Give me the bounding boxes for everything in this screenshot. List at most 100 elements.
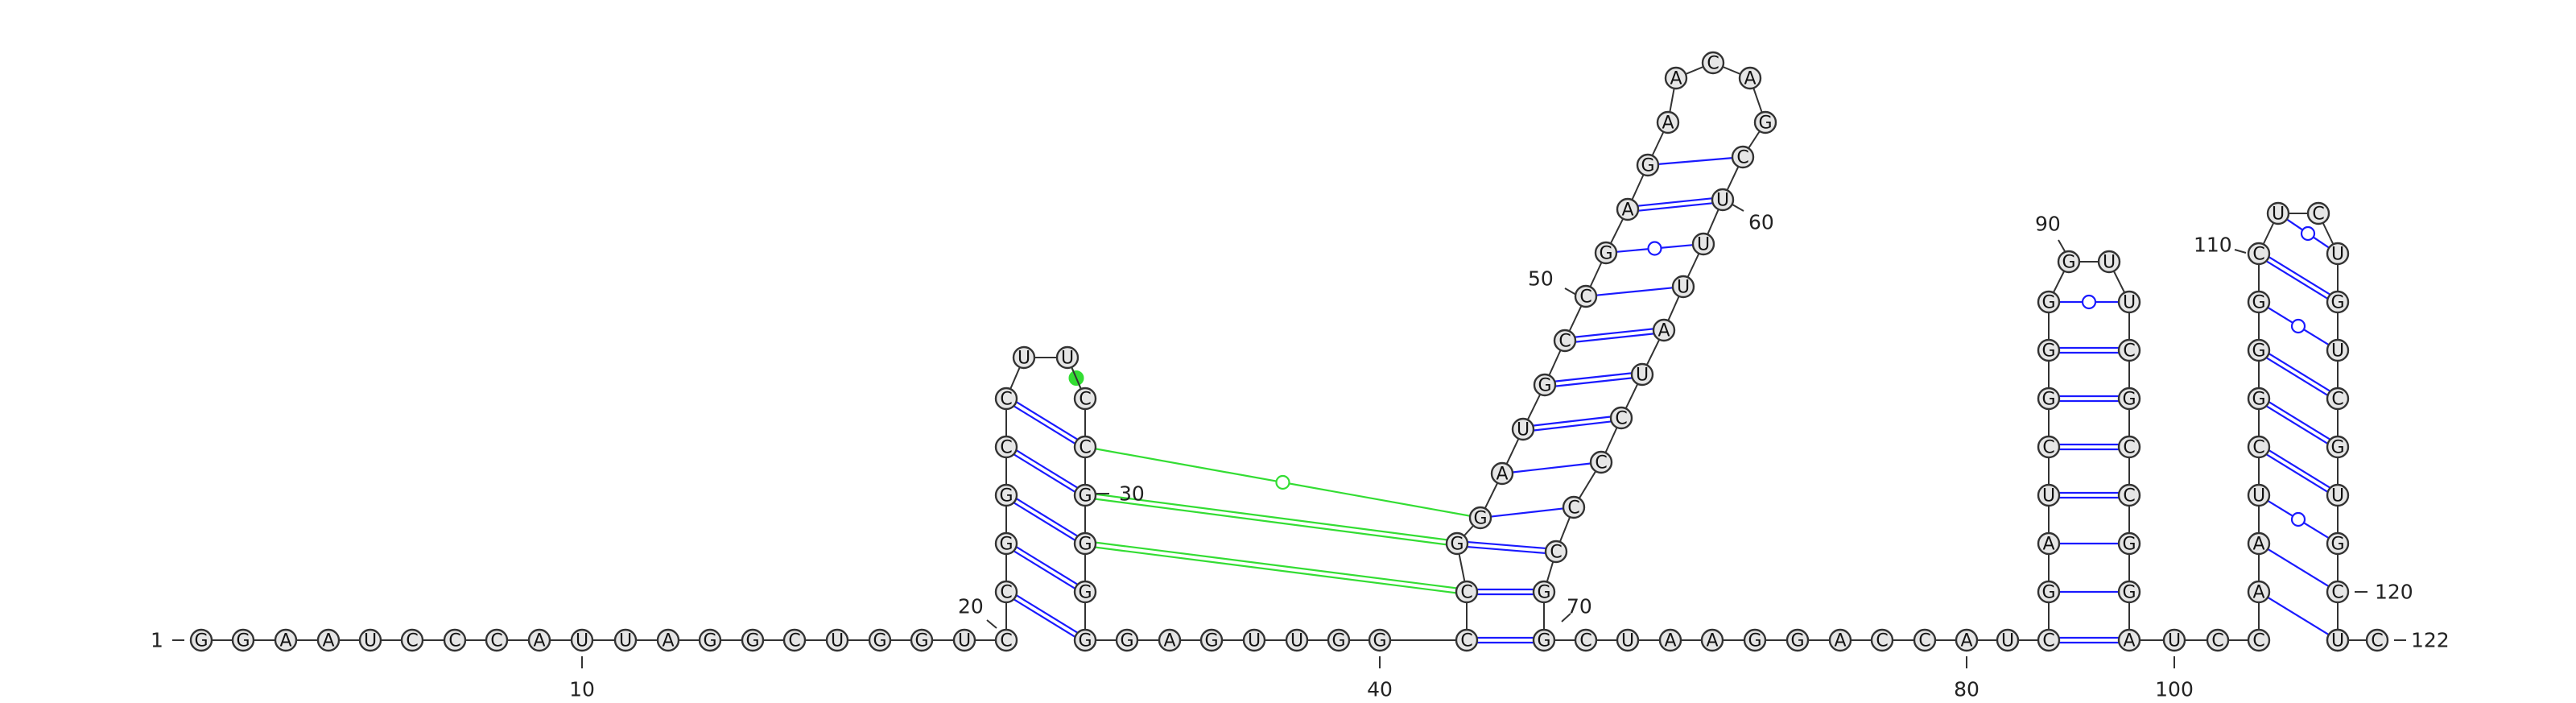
nucleotide-letter: G bbox=[2252, 390, 2265, 410]
nucleotide-41: C bbox=[1455, 628, 1479, 652]
nucleotide-letter: C bbox=[2252, 245, 2264, 265]
nucleotide-7: C bbox=[443, 628, 467, 652]
nucleotide-9: A bbox=[527, 628, 551, 652]
tick-60 bbox=[1732, 204, 1744, 212]
nucleotide-39: G bbox=[1327, 628, 1351, 652]
nucleotide-79: A bbox=[1955, 628, 1979, 652]
nucleotide-letter: C bbox=[1460, 583, 1472, 603]
nucleotide-50: G bbox=[1594, 241, 1618, 265]
nucleotide-letter: A bbox=[1621, 201, 1633, 221]
nucleotide-letter: C bbox=[2211, 631, 2223, 651]
nucleotide-letter: U bbox=[1517, 420, 1530, 440]
nucleotide-26: U bbox=[1012, 345, 1036, 370]
nucleotide-letter: C bbox=[448, 631, 460, 651]
nucleotide-letter: C bbox=[2042, 631, 2054, 651]
nucleotide-110: U bbox=[2266, 201, 2290, 225]
nucleotide-100: C bbox=[2206, 628, 2230, 652]
nucleotide-90: U bbox=[2097, 250, 2121, 274]
nucleotide-88: G bbox=[2037, 290, 2061, 314]
base-pair-46-64 bbox=[1533, 416, 1612, 432]
base-pair-41-69 bbox=[1477, 636, 1534, 644]
base-pair-107-115 bbox=[2265, 353, 2331, 396]
nucleotide-letter: C bbox=[2123, 341, 2135, 362]
nucleotide-letter: G bbox=[1473, 509, 1487, 529]
nucleotide-letter: C bbox=[1079, 390, 1091, 410]
base-pair-22-32 bbox=[1013, 546, 1079, 589]
nucleotide-83: A bbox=[2037, 531, 2061, 556]
nucleotide-letter: C bbox=[2123, 486, 2135, 507]
nucleotide-letter: C bbox=[1550, 543, 1562, 563]
nucleotide-letter: G bbox=[2330, 535, 2344, 555]
nucleotide-21: C bbox=[994, 580, 1018, 604]
nucleotide-letter: A bbox=[322, 631, 334, 651]
nucleotide-105: C bbox=[2247, 435, 2271, 459]
nucleotide-112: U bbox=[2326, 242, 2350, 266]
nucleotide-letter: G bbox=[1078, 583, 1092, 603]
nucleotide-letter: C bbox=[1460, 631, 1472, 651]
nucleotide-111: C bbox=[2306, 201, 2330, 225]
nucleotide-73: A bbox=[1700, 628, 1724, 652]
nucleotide-letter: G bbox=[2252, 293, 2265, 313]
nucleotide-letter: U bbox=[2252, 486, 2265, 507]
nucleotide-6: C bbox=[400, 628, 424, 652]
nucleotide-106: G bbox=[2247, 387, 2271, 411]
base-pair-52-58 bbox=[1657, 157, 1733, 165]
nucleotide-letter: A bbox=[1744, 69, 1756, 89]
nucleotide-35: A bbox=[1158, 628, 1182, 652]
nucleotide-68: G bbox=[1532, 580, 1556, 604]
nucleotide-94: C bbox=[2117, 435, 2141, 459]
base-pair-105-117 bbox=[2265, 449, 2331, 493]
base-pair-50-60 bbox=[1616, 241, 1694, 256]
nucleotide-letter: C bbox=[2371, 631, 2383, 651]
base-pair-42-68 bbox=[1477, 588, 1534, 596]
label-90: 90 bbox=[2035, 213, 2061, 236]
base-pair-23-31 bbox=[1013, 498, 1079, 541]
nucleotide-letter: C bbox=[2312, 205, 2324, 225]
nucleotide-57: G bbox=[1753, 110, 1777, 134]
nucleotide-14: G bbox=[741, 628, 765, 652]
label-70: 70 bbox=[1567, 595, 1592, 618]
nucleotide-letter: C bbox=[1000, 390, 1012, 410]
nucleotide-letter: U bbox=[2042, 486, 2055, 507]
nucleotide-115: C bbox=[2326, 387, 2350, 411]
base-pair-49-61 bbox=[1596, 287, 1674, 296]
nucleotide-117: U bbox=[2326, 483, 2350, 507]
base-pair-45-65 bbox=[1512, 462, 1591, 473]
nucleotide-12: A bbox=[656, 628, 680, 652]
nucleotide-letter: A bbox=[279, 631, 291, 651]
nucleotide-67: C bbox=[1544, 540, 1568, 564]
nucleotide-letter: U bbox=[2103, 253, 2116, 273]
nucleotide-84: U bbox=[2037, 483, 2061, 507]
nucleotide-letter: G bbox=[1758, 114, 1772, 134]
nucleotide-letter: C bbox=[1918, 631, 1930, 651]
label-110: 110 bbox=[2194, 234, 2232, 257]
nucleotide-letter: C bbox=[2123, 438, 2135, 458]
nucleotide-20: C bbox=[994, 628, 1018, 652]
nucleotide-113: G bbox=[2326, 290, 2350, 314]
nucleotide-letter: A bbox=[2252, 535, 2264, 555]
nucleotide-letter: G bbox=[1204, 631, 1218, 651]
nucleotide-letter: C bbox=[1579, 631, 1591, 651]
nucleotide-25: C bbox=[994, 387, 1018, 411]
nucleotide-letter: G bbox=[1078, 486, 1092, 507]
nucleotide-letter: U bbox=[1697, 235, 1710, 255]
nucleotide-letter: C bbox=[2331, 583, 2343, 603]
nucleotide-letter: A bbox=[1664, 631, 1676, 651]
nucleotide-89: G bbox=[2057, 250, 2081, 274]
nucleotide-letter: G bbox=[236, 631, 250, 651]
nucleotide-119: C bbox=[2326, 580, 2350, 604]
nucleotide-letter: U bbox=[1677, 278, 1690, 298]
nucleotide-letter: U bbox=[2001, 631, 2014, 651]
nucleotide-86: G bbox=[2037, 387, 2061, 411]
nucleotide-40: G bbox=[1368, 628, 1392, 652]
nucleotide-letter: C bbox=[1579, 287, 1591, 308]
base-pair-103-119 bbox=[2267, 548, 2330, 588]
nucleotide-letter: G bbox=[1641, 156, 1654, 176]
nucleotide-letter: G bbox=[1790, 631, 1804, 651]
nucleotide-letter: A bbox=[1496, 465, 1508, 485]
nucleotide-letter: C bbox=[2252, 438, 2264, 458]
nucleotide-34: G bbox=[1115, 628, 1139, 652]
nucleotide-37: U bbox=[1242, 628, 1266, 652]
nucleotide-letter: C bbox=[1736, 148, 1748, 168]
